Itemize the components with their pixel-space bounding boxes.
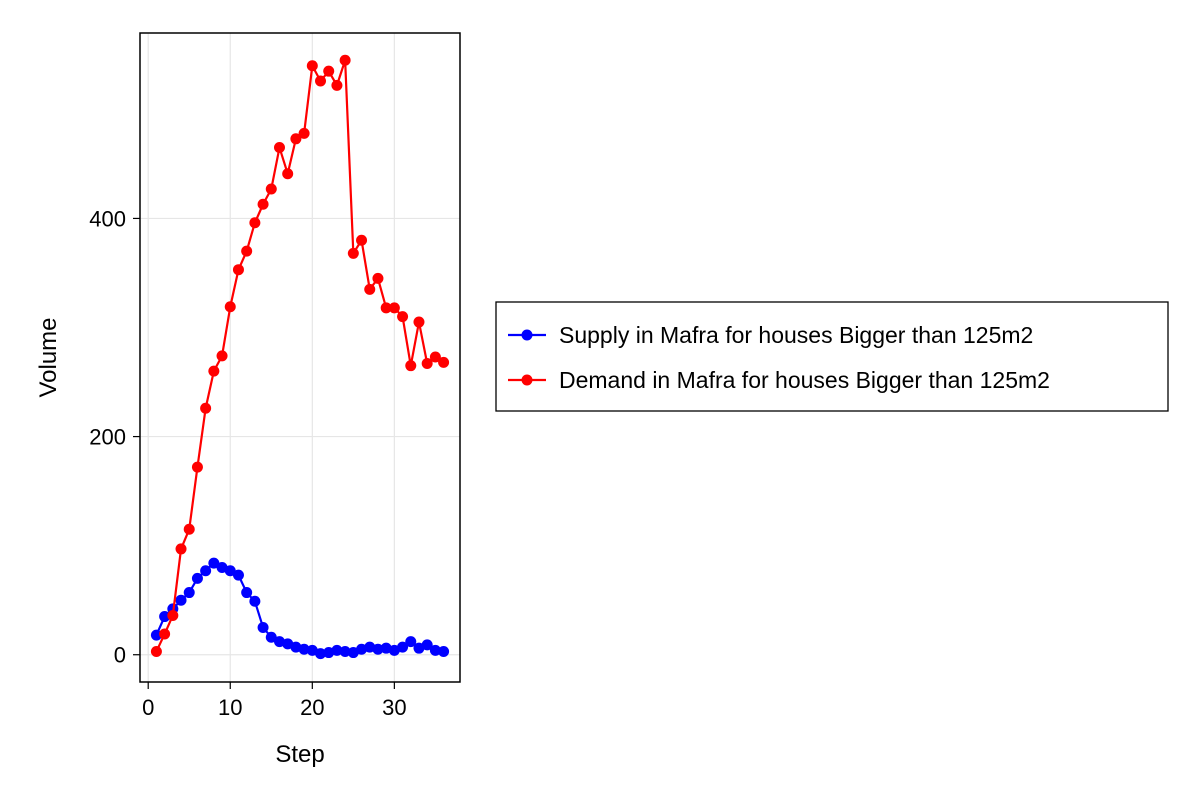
data-point	[306, 60, 318, 72]
series-0	[150, 557, 450, 660]
data-point	[339, 54, 351, 66]
data-point	[421, 639, 433, 651]
data-point	[282, 168, 294, 180]
data-point	[216, 350, 228, 362]
data-point	[273, 142, 285, 154]
y-tick-label: 0	[114, 643, 126, 668]
legend-box	[495, 301, 1169, 412]
data-point	[298, 643, 310, 655]
legend: Supply in Mafra for houses Bigger than 1…	[495, 301, 1169, 412]
data-point	[438, 356, 450, 368]
data-point	[347, 247, 359, 259]
legend-item: Demand in Mafra for houses Bigger than 1…	[508, 367, 1050, 393]
data-point	[331, 644, 343, 656]
data-point	[167, 609, 179, 621]
x-tick-label: 10	[218, 695, 242, 720]
data-point	[356, 234, 368, 246]
data-point	[429, 644, 441, 656]
legend-label: Supply in Mafra for houses Bigger than 1…	[559, 322, 1033, 348]
data-point	[413, 316, 425, 328]
data-point	[200, 565, 212, 577]
x-tick-label: 30	[382, 695, 406, 720]
legend-marker	[521, 329, 533, 341]
legend-marker	[521, 374, 533, 386]
data-point	[175, 543, 187, 555]
data-point	[150, 645, 162, 657]
data-point	[150, 629, 162, 641]
data-point	[397, 311, 409, 323]
data-point	[257, 198, 269, 210]
x-tick-label: 20	[300, 695, 324, 720]
data-point	[315, 648, 327, 660]
data-point	[421, 357, 433, 369]
data-point	[232, 264, 244, 276]
data-point	[265, 631, 277, 643]
legend-label: Demand in Mafra for houses Bigger than 1…	[559, 367, 1050, 393]
data-point	[208, 557, 220, 569]
data-point	[364, 283, 376, 295]
data-point	[372, 643, 384, 655]
data-point	[265, 183, 277, 195]
data-point	[405, 636, 417, 648]
data-point	[298, 127, 310, 139]
data-point	[339, 645, 351, 657]
data-point	[290, 133, 302, 145]
data-point	[388, 302, 400, 314]
y-axis-label: Volume	[35, 317, 62, 397]
data-point	[191, 572, 203, 584]
data-point	[438, 645, 450, 657]
series-1	[150, 54, 450, 657]
data-point	[159, 611, 171, 623]
data-point	[323, 65, 335, 77]
grid	[140, 33, 460, 682]
data-point	[380, 302, 392, 314]
data-point	[429, 351, 441, 363]
data-point	[175, 594, 187, 606]
data-point	[208, 365, 220, 377]
data-point	[241, 587, 253, 599]
data-point	[183, 587, 195, 599]
data-point	[191, 461, 203, 473]
series-line	[155, 59, 445, 652]
data-point	[241, 245, 253, 257]
data-point	[232, 569, 244, 581]
data-point	[315, 75, 327, 87]
data-point	[257, 621, 269, 633]
data-point	[224, 565, 236, 577]
x-axis-label: Step	[275, 741, 324, 768]
legend-item: Supply in Mafra for houses Bigger than 1…	[508, 322, 1033, 348]
data-point	[200, 402, 212, 414]
data-point	[249, 217, 261, 229]
data-point	[249, 595, 261, 607]
plot-frame	[139, 32, 461, 683]
y-tick-label: 200	[89, 425, 126, 450]
data-point	[372, 272, 384, 284]
x-tick-label: 0	[142, 695, 154, 720]
data-point	[397, 641, 409, 653]
data-point	[224, 301, 236, 313]
data-point	[331, 79, 343, 91]
data-point	[183, 523, 195, 535]
y-tick-label: 400	[89, 206, 126, 231]
data-point	[405, 360, 417, 372]
series-layer	[150, 54, 450, 660]
axes: 0 10 20 30 0 200 400	[89, 206, 406, 720]
data-point	[159, 628, 171, 640]
